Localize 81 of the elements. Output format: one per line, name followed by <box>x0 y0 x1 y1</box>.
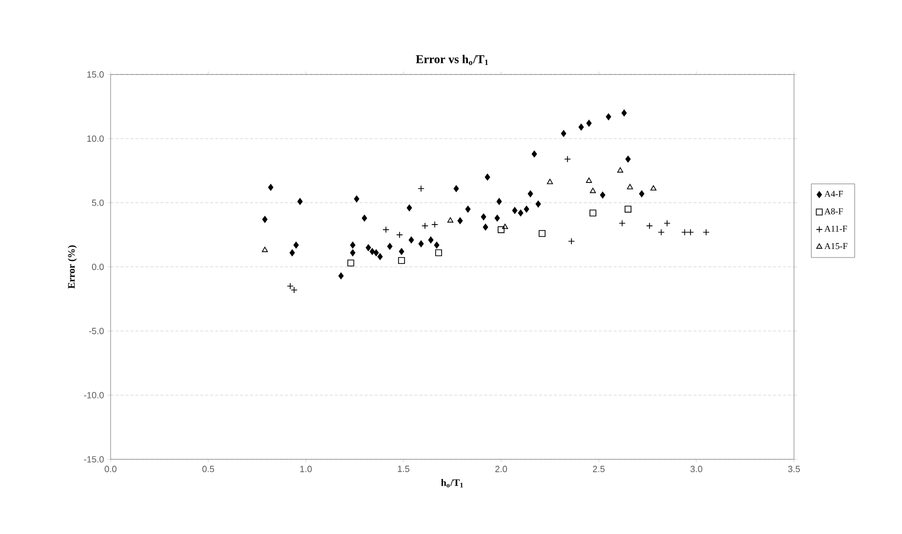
point <box>600 192 606 198</box>
y-tick-label: -10.0 <box>84 392 104 398</box>
point <box>546 178 553 184</box>
point <box>639 190 644 198</box>
legend-label: A11-F <box>824 226 848 232</box>
y-tick-label: 10.0 <box>87 135 104 142</box>
x-tick-label: 1.5 <box>398 466 410 472</box>
x-tick-label: 2.0 <box>495 466 508 472</box>
point <box>428 236 434 244</box>
point <box>338 272 344 280</box>
point <box>524 206 530 213</box>
point <box>374 249 379 256</box>
point <box>578 124 584 130</box>
point <box>350 242 356 248</box>
point <box>457 217 463 224</box>
point <box>297 198 303 205</box>
legend-label: A8-F <box>824 208 843 214</box>
point <box>606 113 612 120</box>
point <box>626 184 633 190</box>
point <box>625 156 631 163</box>
x-tick-label: 2.5 <box>592 466 605 472</box>
point <box>262 246 268 252</box>
point <box>586 120 592 127</box>
point <box>398 248 404 255</box>
point <box>650 185 656 191</box>
point <box>560 130 566 137</box>
point <box>465 206 471 213</box>
x-tick-label: 3.5 <box>788 466 800 472</box>
point <box>362 214 368 222</box>
point <box>538 230 546 237</box>
x-tick-label: 0.0 <box>104 466 116 472</box>
point <box>398 257 405 264</box>
y-axis-title: Error (%) <box>68 245 77 289</box>
point <box>290 249 295 256</box>
point <box>377 253 383 260</box>
point <box>498 226 505 234</box>
point <box>528 190 534 198</box>
point <box>589 210 596 216</box>
point <box>494 214 500 222</box>
point <box>293 242 299 248</box>
point <box>268 184 274 191</box>
point <box>512 207 518 214</box>
point <box>484 174 490 180</box>
point <box>366 244 371 252</box>
point <box>406 204 412 212</box>
point <box>621 110 627 116</box>
x-tick-label: 3.0 <box>690 466 702 472</box>
y-tick-label: 5.0 <box>92 200 104 206</box>
point <box>387 242 392 250</box>
point <box>617 167 624 173</box>
point <box>418 240 424 248</box>
point <box>435 249 442 256</box>
x-tick-label: 1.0 <box>300 466 312 472</box>
point <box>347 260 354 266</box>
y-tick-label: -5.0 <box>89 328 104 334</box>
point <box>532 150 537 158</box>
point <box>480 213 486 220</box>
y-tick-label: -15.0 <box>84 456 104 462</box>
chart-title: Error vs h$_{o}$/T$_{1}$ <box>416 54 488 65</box>
point <box>262 216 268 223</box>
point <box>502 224 508 230</box>
point <box>434 242 440 248</box>
point <box>536 200 541 208</box>
point <box>496 198 502 205</box>
y-tick-label: 0.0 <box>92 264 104 270</box>
legend-label: A4-F <box>824 190 843 197</box>
point <box>350 249 356 256</box>
point <box>482 224 488 231</box>
point <box>590 188 596 194</box>
point <box>518 210 524 216</box>
x-axis-title: h$_{o}$/T$_{1}$ <box>441 478 463 488</box>
x-tick-label: 0.5 <box>202 466 214 472</box>
y-tick-label: 15.0 <box>87 71 104 78</box>
point <box>408 236 414 244</box>
point <box>370 248 375 255</box>
point <box>354 196 360 202</box>
point <box>624 206 632 213</box>
point <box>454 185 459 192</box>
point <box>447 217 454 223</box>
point <box>586 178 592 183</box>
legend-label: A15-F <box>824 243 848 250</box>
